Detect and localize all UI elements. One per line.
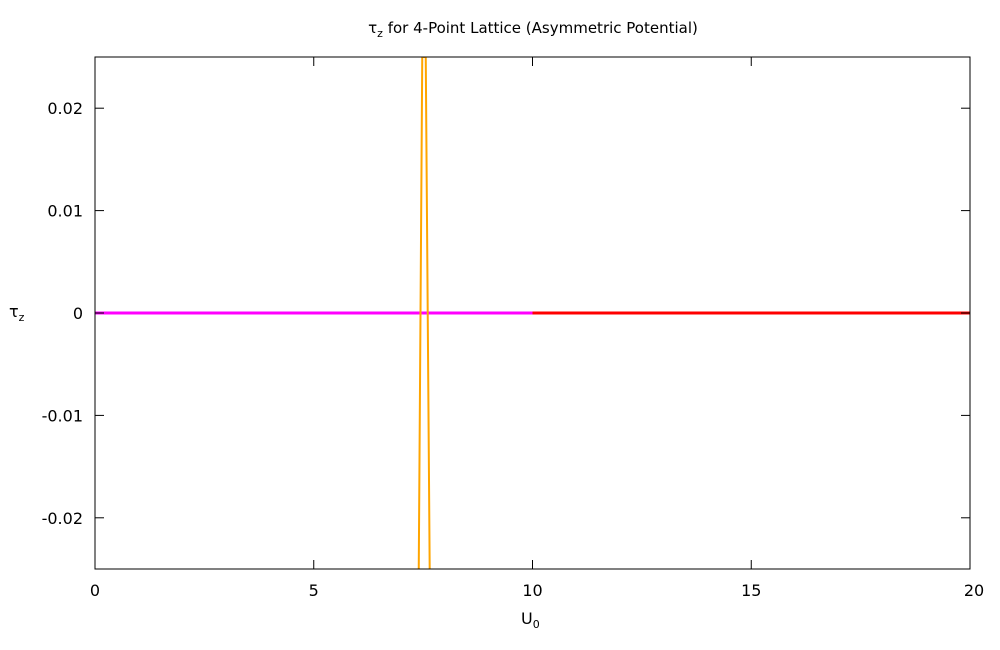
y-tick-label: 0.02 (47, 99, 83, 118)
x-axis-label: U0 (521, 609, 540, 632)
y-tick-label: -0.02 (42, 509, 83, 528)
y-tick-label: 0.01 (47, 202, 83, 221)
series-layer (95, 57, 970, 569)
y-tick-label: 0 (73, 304, 83, 323)
x-tick-label: 20 (964, 581, 984, 600)
y-tick-label: -0.01 (42, 406, 83, 425)
x-tick-label: 15 (741, 581, 761, 600)
series-line-2 (417, 57, 431, 569)
x-tick-label: 10 (522, 581, 542, 600)
y-axis-label: τz (9, 302, 25, 325)
x-tick-label: 5 (309, 581, 319, 600)
tick-layer: -0.02 -0.01 0 0.01 0.02 0 5 10 15 20 (42, 57, 984, 600)
chart-title: τz for 4-Point Lattice (Asymmetric Poten… (368, 19, 698, 40)
x-tick-label: 0 (90, 581, 100, 600)
